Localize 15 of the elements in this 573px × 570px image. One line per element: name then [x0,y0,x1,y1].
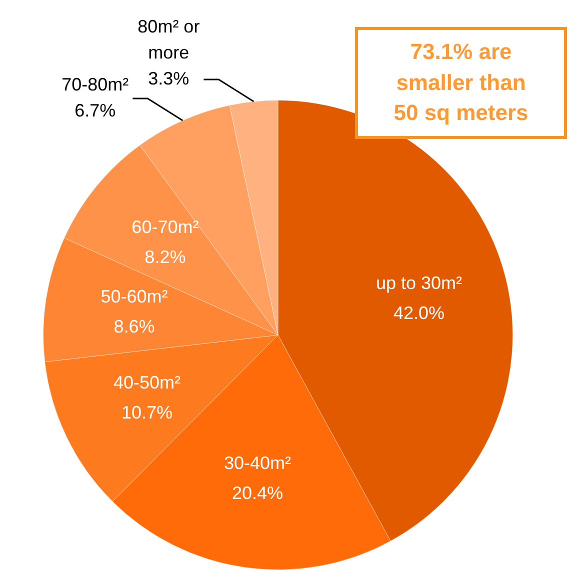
data-label: 3.3% [148,68,190,88]
data-label: 8.2% [144,247,186,267]
slice-label: 60-70m² [132,217,199,237]
data-label: 10.7% [122,402,173,422]
slice-label: up to 30m² [376,272,462,293]
slice-label: 30-40m² [224,453,291,474]
slice-label: 50-60m² [100,286,168,306]
data-label: 42.0% [393,302,445,323]
slice-label: 80m² or more [138,16,200,62]
data-label: 8.6% [114,316,155,336]
data-label: 20.4% [232,483,283,504]
slice-label: 70-80m² [62,74,129,94]
data-label: 6.7% [74,100,116,120]
slice-label: 40-50m² [114,372,181,392]
text: 73.1% are smaller than 50 sq meters [355,27,567,139]
